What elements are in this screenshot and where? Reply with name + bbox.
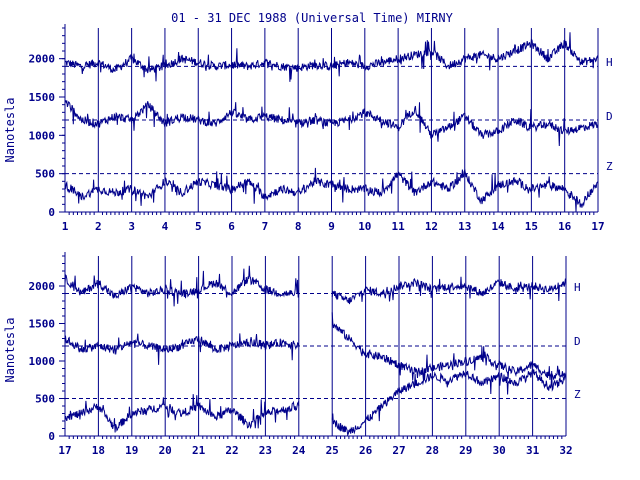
x-tick-label: 19 [125,444,138,457]
y-tick-label: 1000 [29,355,56,368]
x-tick-label: 11 [392,220,406,233]
x-tick-label: 22 [225,444,238,457]
series-trace-h [331,276,567,305]
x-tick-label: 4 [162,220,169,233]
x-tick-label: 30 [493,444,506,457]
x-tick-label: 20 [159,444,172,457]
x-tick-label: 24 [292,444,306,457]
series-trace-d [64,333,300,365]
x-tick-label: 8 [295,220,302,233]
x-tick-label: 28 [426,444,439,457]
x-tick-label: 17 [58,444,71,457]
x-tick-label: 25 [326,444,339,457]
series-label-h-bottom: H [574,281,581,294]
x-tick-label: 16 [558,220,572,233]
y-tick-label: 0 [48,430,55,443]
y-tick-label: 2000 [29,53,56,66]
y-tick-label: 1500 [29,91,56,104]
y-axis-label-bottom: Nanotesla [3,317,17,382]
x-tick-label: 13 [458,220,471,233]
series-label-d-top: D [606,110,613,123]
y-tick-label: 0 [48,206,55,219]
x-tick-label: 18 [92,444,105,457]
series-trace-z [64,394,300,433]
series-trace-d [64,100,599,147]
x-tick-label: 14 [491,220,505,233]
x-tick-label: 7 [262,220,269,233]
x-tick-label: 17 [591,220,604,233]
x-tick-label: 10 [358,220,371,233]
x-tick-label: 1 [62,220,69,233]
y-tick-label: 500 [35,393,55,406]
series-label-z-bottom: Z [574,388,581,401]
x-tick-label: 12 [425,220,438,233]
series-trace-z [64,167,599,212]
x-tick-label: 3 [128,220,135,233]
x-tick-label: 32 [559,444,572,457]
x-tick-label: 9 [328,220,335,233]
x-tick-label: 5 [195,220,202,233]
y-tick-label: 2000 [29,280,56,293]
x-tick-label: 6 [228,220,235,233]
series-label-h-top: H [606,56,613,69]
x-tick-label: 31 [526,444,540,457]
series-labels-bottom: H D Z [574,281,581,401]
y-tick-label: 500 [35,168,55,181]
x-tick-label: 23 [259,444,272,457]
y-tick-label: 1000 [29,129,56,142]
y-tick-label: 1500 [29,318,56,331]
series-trace-d [331,312,567,381]
top-panel: Nanotesla H D Z 1 2 3 4 5 6 7 8 9 10 11 12 13 14 15 16 1… [3,24,613,233]
series-label-d-bottom: D [574,335,581,348]
series-trace-z [331,368,567,437]
series-trace-h [64,265,300,307]
series-trace-h [64,32,599,82]
chart-title: 01 - 31 DEC 1988 (Universal Time) MIRNY [171,11,454,25]
x-tick-label: 2 [95,220,102,233]
bottom-panel: Nanotesla H D Z 17 18 19 20 21 22 23 24 25 26 27 28… [3,252,581,457]
x-tick-label: 21 [192,444,206,457]
series-label-z-top: Z [606,160,613,173]
x-tick-label: 27 [392,444,405,457]
series-labels-top: H D Z [606,56,613,173]
y-axis-label-top: Nanotesla [3,97,17,162]
x-tick-label: 29 [459,444,472,457]
x-tick-label: 15 [525,220,538,233]
x-tick-label: 26 [359,444,373,457]
